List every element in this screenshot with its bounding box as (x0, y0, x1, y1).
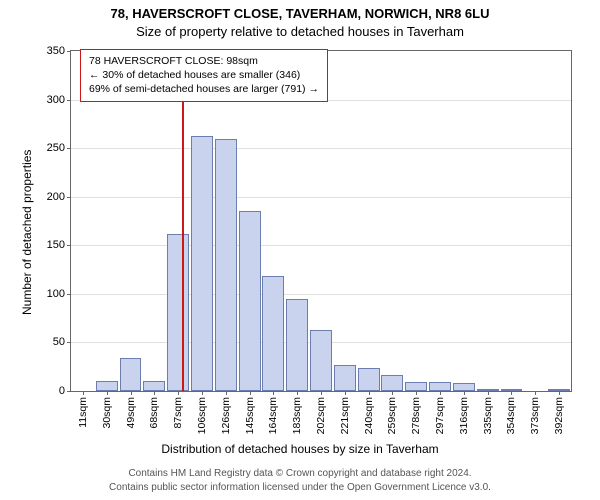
footer-line-2: Contains public sector information licen… (0, 482, 600, 493)
x-tick-mark (416, 391, 417, 395)
footer-line-1: Contains HM Land Registry data © Crown c… (0, 468, 600, 479)
y-tick-label: 0 (59, 385, 65, 397)
x-tick-label: 11sqm (77, 397, 89, 428)
x-tick-mark (392, 391, 393, 395)
y-tick-mark (67, 197, 71, 198)
histogram-bar (453, 383, 475, 391)
x-tick-mark (83, 391, 84, 395)
histogram-bar (96, 381, 118, 391)
histogram-bar (405, 382, 427, 391)
x-tick-mark (345, 391, 346, 395)
x-tick-label: 259sqm (386, 397, 398, 434)
x-tick-label: 87sqm (172, 397, 184, 429)
x-tick-label: 68sqm (148, 397, 160, 429)
x-tick-label: 145sqm (244, 397, 256, 434)
y-tick-label: 200 (47, 191, 65, 203)
reference-line (182, 51, 184, 391)
y-axis-label: Number of detached properties (20, 150, 34, 315)
histogram-bar (191, 136, 213, 391)
x-tick-mark (250, 391, 251, 395)
histogram-bar (429, 382, 451, 391)
gridline (71, 245, 571, 246)
x-tick-mark (369, 391, 370, 395)
x-tick-mark (297, 391, 298, 395)
x-tick-mark (202, 391, 203, 395)
x-tick-mark (488, 391, 489, 395)
y-tick-label: 300 (47, 94, 65, 106)
x-tick-label: 221sqm (339, 397, 351, 434)
x-tick-label: 316sqm (458, 397, 470, 434)
x-tick-label: 240sqm (363, 397, 375, 434)
histogram-bar (334, 365, 356, 391)
x-tick-label: 297sqm (434, 397, 446, 434)
x-tick-mark (321, 391, 322, 395)
histogram-bar (262, 276, 284, 391)
x-tick-mark (107, 391, 108, 395)
x-tick-mark (226, 391, 227, 395)
x-tick-label: 126sqm (220, 397, 232, 434)
x-tick-mark (273, 391, 274, 395)
y-tick-label: 50 (53, 336, 65, 348)
histogram-bar (143, 381, 165, 391)
y-tick-label: 350 (47, 45, 65, 57)
gridline (71, 148, 571, 149)
x-tick-label: 278sqm (410, 397, 422, 434)
chart-subtitle: Size of property relative to detached ho… (0, 24, 600, 39)
x-tick-mark (440, 391, 441, 395)
x-tick-mark (511, 391, 512, 395)
histogram-bar (215, 139, 237, 391)
y-tick-mark (67, 245, 71, 246)
x-tick-mark (464, 391, 465, 395)
x-tick-mark (154, 391, 155, 395)
x-tick-label: 354sqm (505, 397, 517, 434)
gridline (71, 197, 571, 198)
histogram-bar (167, 234, 189, 391)
histogram-bar (120, 358, 142, 391)
x-tick-mark (535, 391, 536, 395)
annotation-line-3: 69% of semi-detached houses are larger (… (89, 82, 319, 96)
chart-container: { "title": { "text": "78, HAVERSCROFT CL… (0, 0, 600, 500)
x-tick-mark (178, 391, 179, 395)
x-axis-label: Distribution of detached houses by size … (0, 442, 600, 456)
histogram-bar (358, 368, 380, 391)
x-tick-label: 392sqm (553, 397, 565, 434)
y-tick-mark (67, 148, 71, 149)
annotation-line-2: ← 30% of detached houses are smaller (34… (89, 68, 319, 82)
x-tick-label: 106sqm (196, 397, 208, 434)
x-tick-label: 30sqm (101, 397, 113, 429)
gridline (71, 294, 571, 295)
x-tick-label: 183sqm (291, 397, 303, 434)
chart-title: 78, HAVERSCROFT CLOSE, TAVERHAM, NORWICH… (0, 6, 600, 21)
x-tick-mark (131, 391, 132, 395)
y-tick-mark (67, 342, 71, 343)
x-tick-label: 49sqm (125, 397, 137, 429)
x-tick-label: 202sqm (315, 397, 327, 434)
y-tick-label: 150 (47, 239, 65, 251)
x-tick-label: 335sqm (482, 397, 494, 434)
x-tick-label: 373sqm (529, 397, 541, 434)
histogram-bar (310, 330, 332, 391)
histogram-bar (239, 211, 261, 391)
histogram-bar (381, 375, 403, 391)
y-tick-mark (67, 51, 71, 52)
y-tick-label: 250 (47, 142, 65, 154)
annotation-box: 78 HAVERSCROFT CLOSE: 98sqm ← 30% of det… (80, 49, 328, 102)
annotation-line-1: 78 HAVERSCROFT CLOSE: 98sqm (89, 54, 319, 68)
y-tick-mark (67, 100, 71, 101)
x-tick-label: 164sqm (267, 397, 279, 434)
histogram-bar (286, 299, 308, 391)
x-tick-mark (559, 391, 560, 395)
y-tick-label: 100 (47, 288, 65, 300)
y-tick-mark (67, 391, 71, 392)
y-tick-mark (67, 294, 71, 295)
